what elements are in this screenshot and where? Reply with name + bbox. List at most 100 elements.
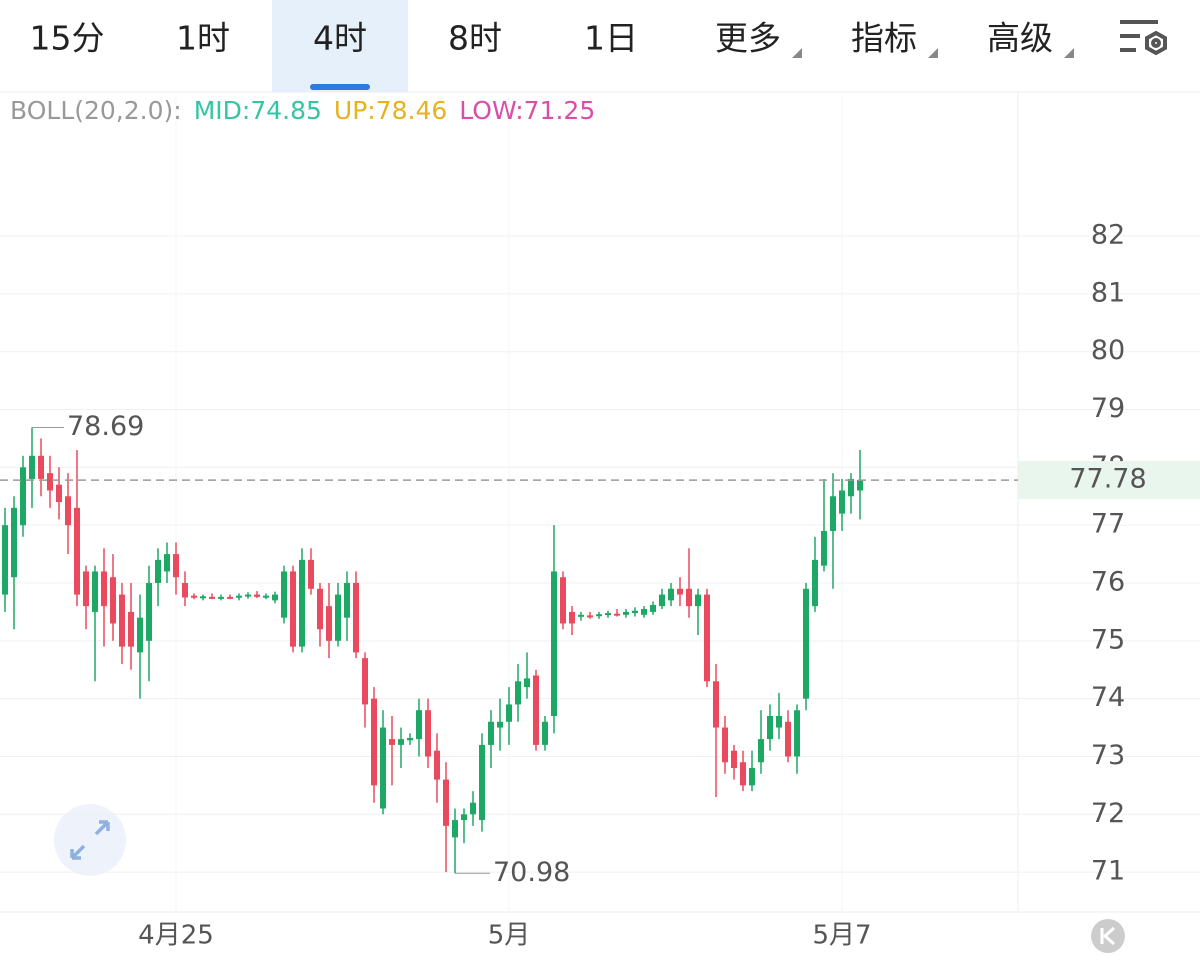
last-price-box — [1018, 461, 1200, 500]
candle-body — [596, 614, 602, 617]
candle-body — [569, 611, 575, 624]
tab-active-bg — [272, 0, 408, 92]
last-price-label: 77.78 — [1069, 464, 1146, 495]
candle-body — [830, 496, 836, 531]
tab[interactable]: 高级 — [987, 19, 1053, 58]
candle-body — [857, 480, 863, 491]
candle-body — [335, 594, 341, 641]
tab-bar — [0, 0, 1200, 92]
high-label: 78.69 — [67, 411, 144, 442]
candle-body — [587, 615, 593, 618]
tab[interactable]: 更多 — [715, 19, 781, 58]
candle-body — [740, 762, 746, 786]
y-tick-label: 73 — [1091, 740, 1125, 771]
candle-body — [101, 571, 107, 607]
indicator-label: BOLL(20,2.0): — [10, 96, 182, 125]
candle-body — [785, 721, 791, 757]
candle-body — [488, 721, 494, 745]
settings-icon[interactable] — [1120, 20, 1167, 56]
candle-body — [218, 596, 224, 599]
candle-body — [254, 594, 260, 597]
candle-body — [821, 530, 827, 566]
y-tick-label: 75 — [1091, 624, 1125, 655]
candle-body — [524, 678, 530, 688]
x-tick-label: 5月 — [488, 921, 531, 951]
candle-body — [308, 559, 314, 589]
tab[interactable]: 4时 — [313, 19, 367, 58]
y-tick-label: 74 — [1091, 682, 1125, 713]
candle-body — [695, 594, 701, 607]
candle-body — [803, 588, 809, 699]
candle-body — [677, 588, 683, 595]
tab[interactable]: 15分 — [30, 19, 105, 58]
candle-body — [650, 604, 656, 612]
candle-body — [605, 613, 611, 616]
candle-body — [380, 727, 386, 809]
legend-entry: LOW:71.25 — [459, 96, 595, 125]
candle-body — [65, 496, 71, 526]
candle-body — [56, 484, 62, 503]
candle-body — [560, 577, 566, 624]
candle-body — [110, 577, 116, 624]
candle-body — [200, 596, 206, 599]
candle-body — [155, 559, 161, 584]
candle-body — [794, 710, 800, 757]
candle-body — [272, 594, 278, 601]
y-tick-label: 82 — [1091, 220, 1125, 251]
candle-body — [326, 606, 332, 641]
y-tick-label: 71 — [1091, 856, 1125, 887]
candle-body — [398, 739, 404, 745]
dropdown-arrow — [928, 48, 938, 58]
y-tick-label: 77 — [1091, 509, 1125, 540]
y-tick-label: 76 — [1091, 567, 1125, 598]
candle-body — [173, 554, 179, 578]
low-label: 70.98 — [493, 857, 570, 888]
candle-body — [146, 583, 152, 641]
candle-body — [614, 613, 620, 616]
candle-body — [2, 525, 8, 595]
expand-button[interactable] — [54, 804, 126, 876]
candle-body — [344, 583, 350, 618]
dropdown-arrow — [1064, 48, 1074, 58]
candle-body — [722, 727, 728, 763]
candle-body — [731, 750, 737, 769]
candle-body — [209, 596, 215, 599]
candle-body — [452, 820, 458, 838]
tab[interactable]: 1日 — [584, 19, 638, 58]
x-tick-label: 4月25 — [138, 921, 214, 951]
y-tick-label: 72 — [1091, 798, 1125, 829]
candle-body — [191, 595, 197, 598]
y-tick-label: 80 — [1091, 335, 1125, 366]
candle-body — [128, 611, 134, 647]
y-tick-label: 79 — [1091, 393, 1125, 424]
candle-body — [686, 588, 692, 607]
candle-body — [497, 721, 503, 728]
candle-body — [83, 571, 89, 607]
candle-body — [29, 455, 35, 479]
candle-body — [470, 802, 476, 815]
candle-body — [407, 737, 413, 741]
tab[interactable]: 8时 — [448, 19, 502, 58]
kline-toggle[interactable] — [1091, 919, 1125, 953]
candle-body — [668, 588, 674, 601]
y-tick-label: 81 — [1091, 277, 1125, 308]
candle-body — [227, 596, 233, 599]
candle-body — [137, 617, 143, 653]
candle-body — [371, 698, 377, 786]
candle-body — [758, 739, 764, 763]
candle-body — [245, 594, 251, 597]
candle-body — [632, 610, 638, 614]
candle-body — [515, 681, 521, 705]
candle-body — [353, 583, 359, 653]
candle-body — [434, 750, 440, 780]
tab[interactable]: 指标 — [851, 19, 917, 58]
candle-body — [20, 467, 26, 526]
candle-body — [533, 675, 539, 745]
legend-entry: UP:78.46 — [334, 96, 447, 125]
tab[interactable]: 1时 — [176, 19, 230, 58]
candle-body — [92, 571, 98, 612]
candle-body — [47, 473, 53, 491]
candle-body — [704, 594, 710, 682]
